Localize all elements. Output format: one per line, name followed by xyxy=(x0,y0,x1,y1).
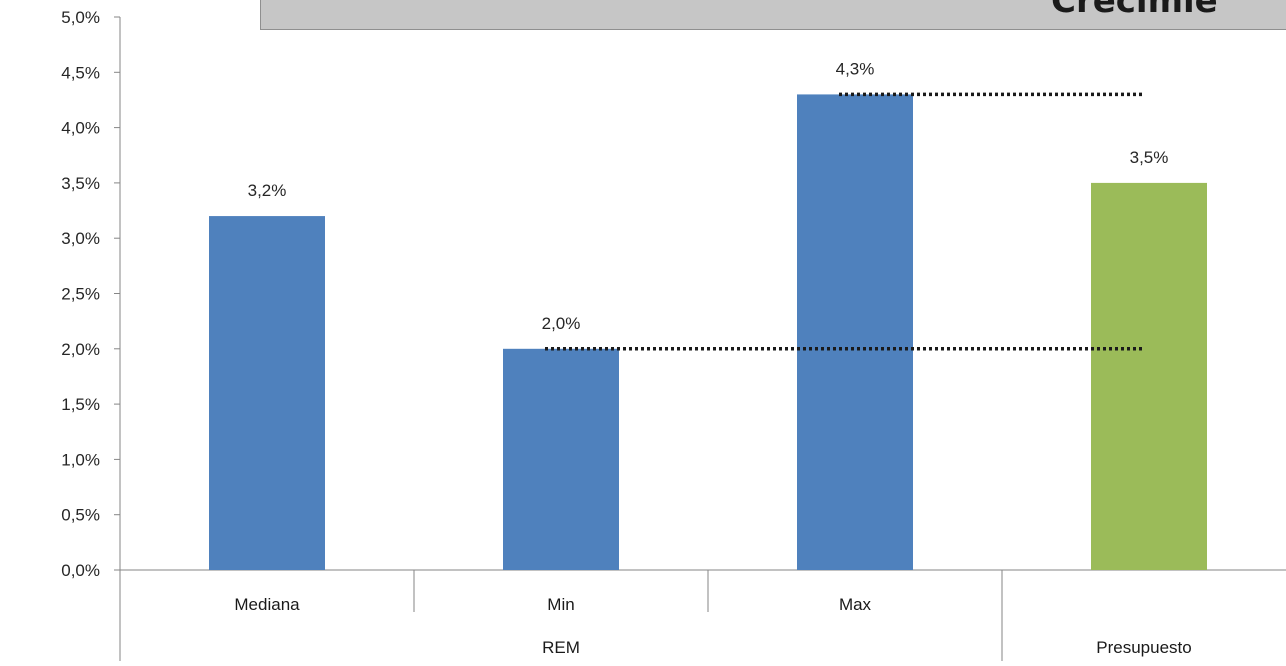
y-tick-label: 1,5% xyxy=(61,395,100,414)
bar xyxy=(209,216,325,570)
y-tick-label: 5,0% xyxy=(61,8,100,27)
category-label: Mediana xyxy=(234,595,300,614)
y-tick-label: 4,5% xyxy=(61,63,100,82)
group-label: Presupuesto xyxy=(1096,638,1191,657)
y-tick-label: 2,0% xyxy=(61,340,100,359)
y-tick-label: 3,0% xyxy=(61,229,100,248)
category-label: Min xyxy=(547,595,574,614)
y-tick-label: 2,5% xyxy=(61,285,100,304)
chart-title-box: Crecimie xyxy=(260,0,1286,30)
bar-value-label: 2,0% xyxy=(542,314,581,333)
bar-value-label: 3,2% xyxy=(248,181,287,200)
bar-value-label: 4,3% xyxy=(836,59,875,78)
y-tick-label: 4,0% xyxy=(61,119,100,138)
bar xyxy=(797,94,913,571)
bar xyxy=(1091,182,1207,570)
bar xyxy=(503,348,619,570)
y-tick-label: 3,5% xyxy=(61,174,100,193)
y-tick-label: 0,5% xyxy=(61,506,100,525)
y-tick-label: 1,0% xyxy=(61,450,100,469)
chart-title: Crecimie xyxy=(1051,0,1218,21)
y-tick-label: 0,0% xyxy=(61,561,100,580)
bar-value-label: 3,5% xyxy=(1130,148,1169,167)
group-label: REM xyxy=(542,638,580,657)
category-label: Max xyxy=(839,595,872,614)
